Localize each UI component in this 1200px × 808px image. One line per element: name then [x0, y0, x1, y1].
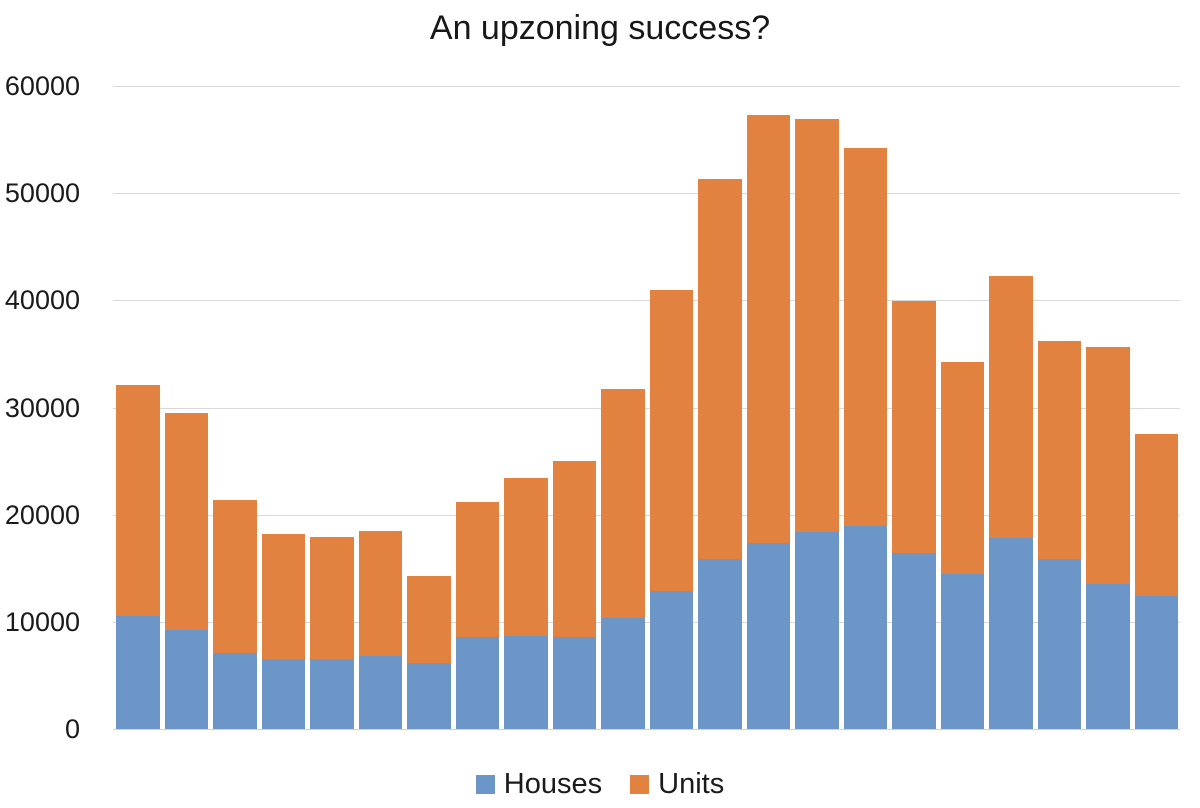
bar-18-units-segment [940, 362, 985, 574]
bar-7-houses-segment [407, 662, 451, 729]
gridline [113, 193, 1180, 195]
gridline [113, 621, 1180, 623]
bar-14-units-segment [746, 114, 791, 543]
bar-18-houses-segment [940, 573, 985, 729]
bar-10-units-segment [552, 461, 597, 637]
bar-2-units-segment [164, 412, 209, 631]
bar-8-houses-segment [455, 636, 500, 729]
bar-12-units-segment [649, 289, 694, 591]
bar-12-houses-segment [649, 590, 694, 729]
gridline [113, 300, 1180, 302]
bar-22-houses-segment [1134, 596, 1179, 729]
bar-13-units-segment [698, 179, 742, 559]
y-tick-label: 50000 [4, 178, 80, 209]
bar-4-units-segment [261, 533, 306, 660]
bar-19-houses-segment [989, 538, 1033, 729]
y-tick-label: 40000 [4, 285, 80, 316]
bar-6-units-segment [358, 530, 403, 657]
y-tick-label: 20000 [4, 499, 80, 530]
plot-area [113, 86, 1180, 730]
legend-label-units: Units [658, 768, 725, 800]
legend: Houses Units [0, 766, 1200, 802]
bar-8-units-segment [455, 501, 500, 637]
bar-17-houses-segment [892, 553, 936, 729]
legend-entry-houses: Houses [475, 767, 603, 801]
y-tick-label: 10000 [4, 606, 80, 637]
bar-16-houses-segment [843, 526, 888, 729]
houses-swatch-icon [475, 774, 495, 794]
bar-21-units-segment [1086, 347, 1130, 585]
gridline [113, 407, 1180, 409]
bar-5-units-segment [310, 537, 354, 660]
bar-20-houses-segment [1037, 558, 1082, 729]
gridline [113, 86, 1180, 87]
bar-11-houses-segment [601, 617, 645, 729]
gridline [113, 514, 1180, 516]
bar-11-units-segment [601, 389, 645, 618]
bar-16-units-segment [843, 148, 888, 527]
bar-15-units-segment [795, 119, 839, 532]
chart-title: An upzoning success? [429, 9, 771, 47]
bar-9-houses-segment [504, 635, 548, 729]
bar-14-houses-segment [746, 542, 791, 729]
bar-3-houses-segment [213, 652, 257, 729]
bar-13-houses-segment [698, 558, 742, 729]
y-tick-label: 60000 [4, 71, 80, 101]
units-swatch-icon [630, 774, 650, 794]
y-tick-label: 0 [64, 714, 80, 744]
legend-label-houses: Houses [503, 768, 603, 800]
legend-entry-units: Units [630, 767, 724, 801]
bar-1-units-segment [116, 384, 160, 617]
bar-17-units-segment [892, 301, 936, 554]
bar-5-houses-segment [310, 659, 354, 729]
y-tick-label: 30000 [4, 392, 80, 423]
bar-20-units-segment [1037, 341, 1082, 559]
bar-2-houses-segment [164, 630, 209, 729]
bar-6-houses-segment [358, 656, 403, 729]
bar-19-units-segment [989, 275, 1033, 539]
bar-9-units-segment [504, 478, 548, 636]
bar-15-houses-segment [795, 531, 839, 729]
bar-21-houses-segment [1086, 584, 1130, 729]
bar-22-units-segment [1134, 434, 1179, 597]
bar-1-houses-segment [116, 616, 160, 729]
bar-7-units-segment [407, 575, 451, 663]
x-axis-line [113, 729, 1180, 730]
bar-4-houses-segment [261, 659, 306, 729]
bar-3-units-segment [213, 499, 257, 653]
bar-10-houses-segment [552, 636, 597, 729]
